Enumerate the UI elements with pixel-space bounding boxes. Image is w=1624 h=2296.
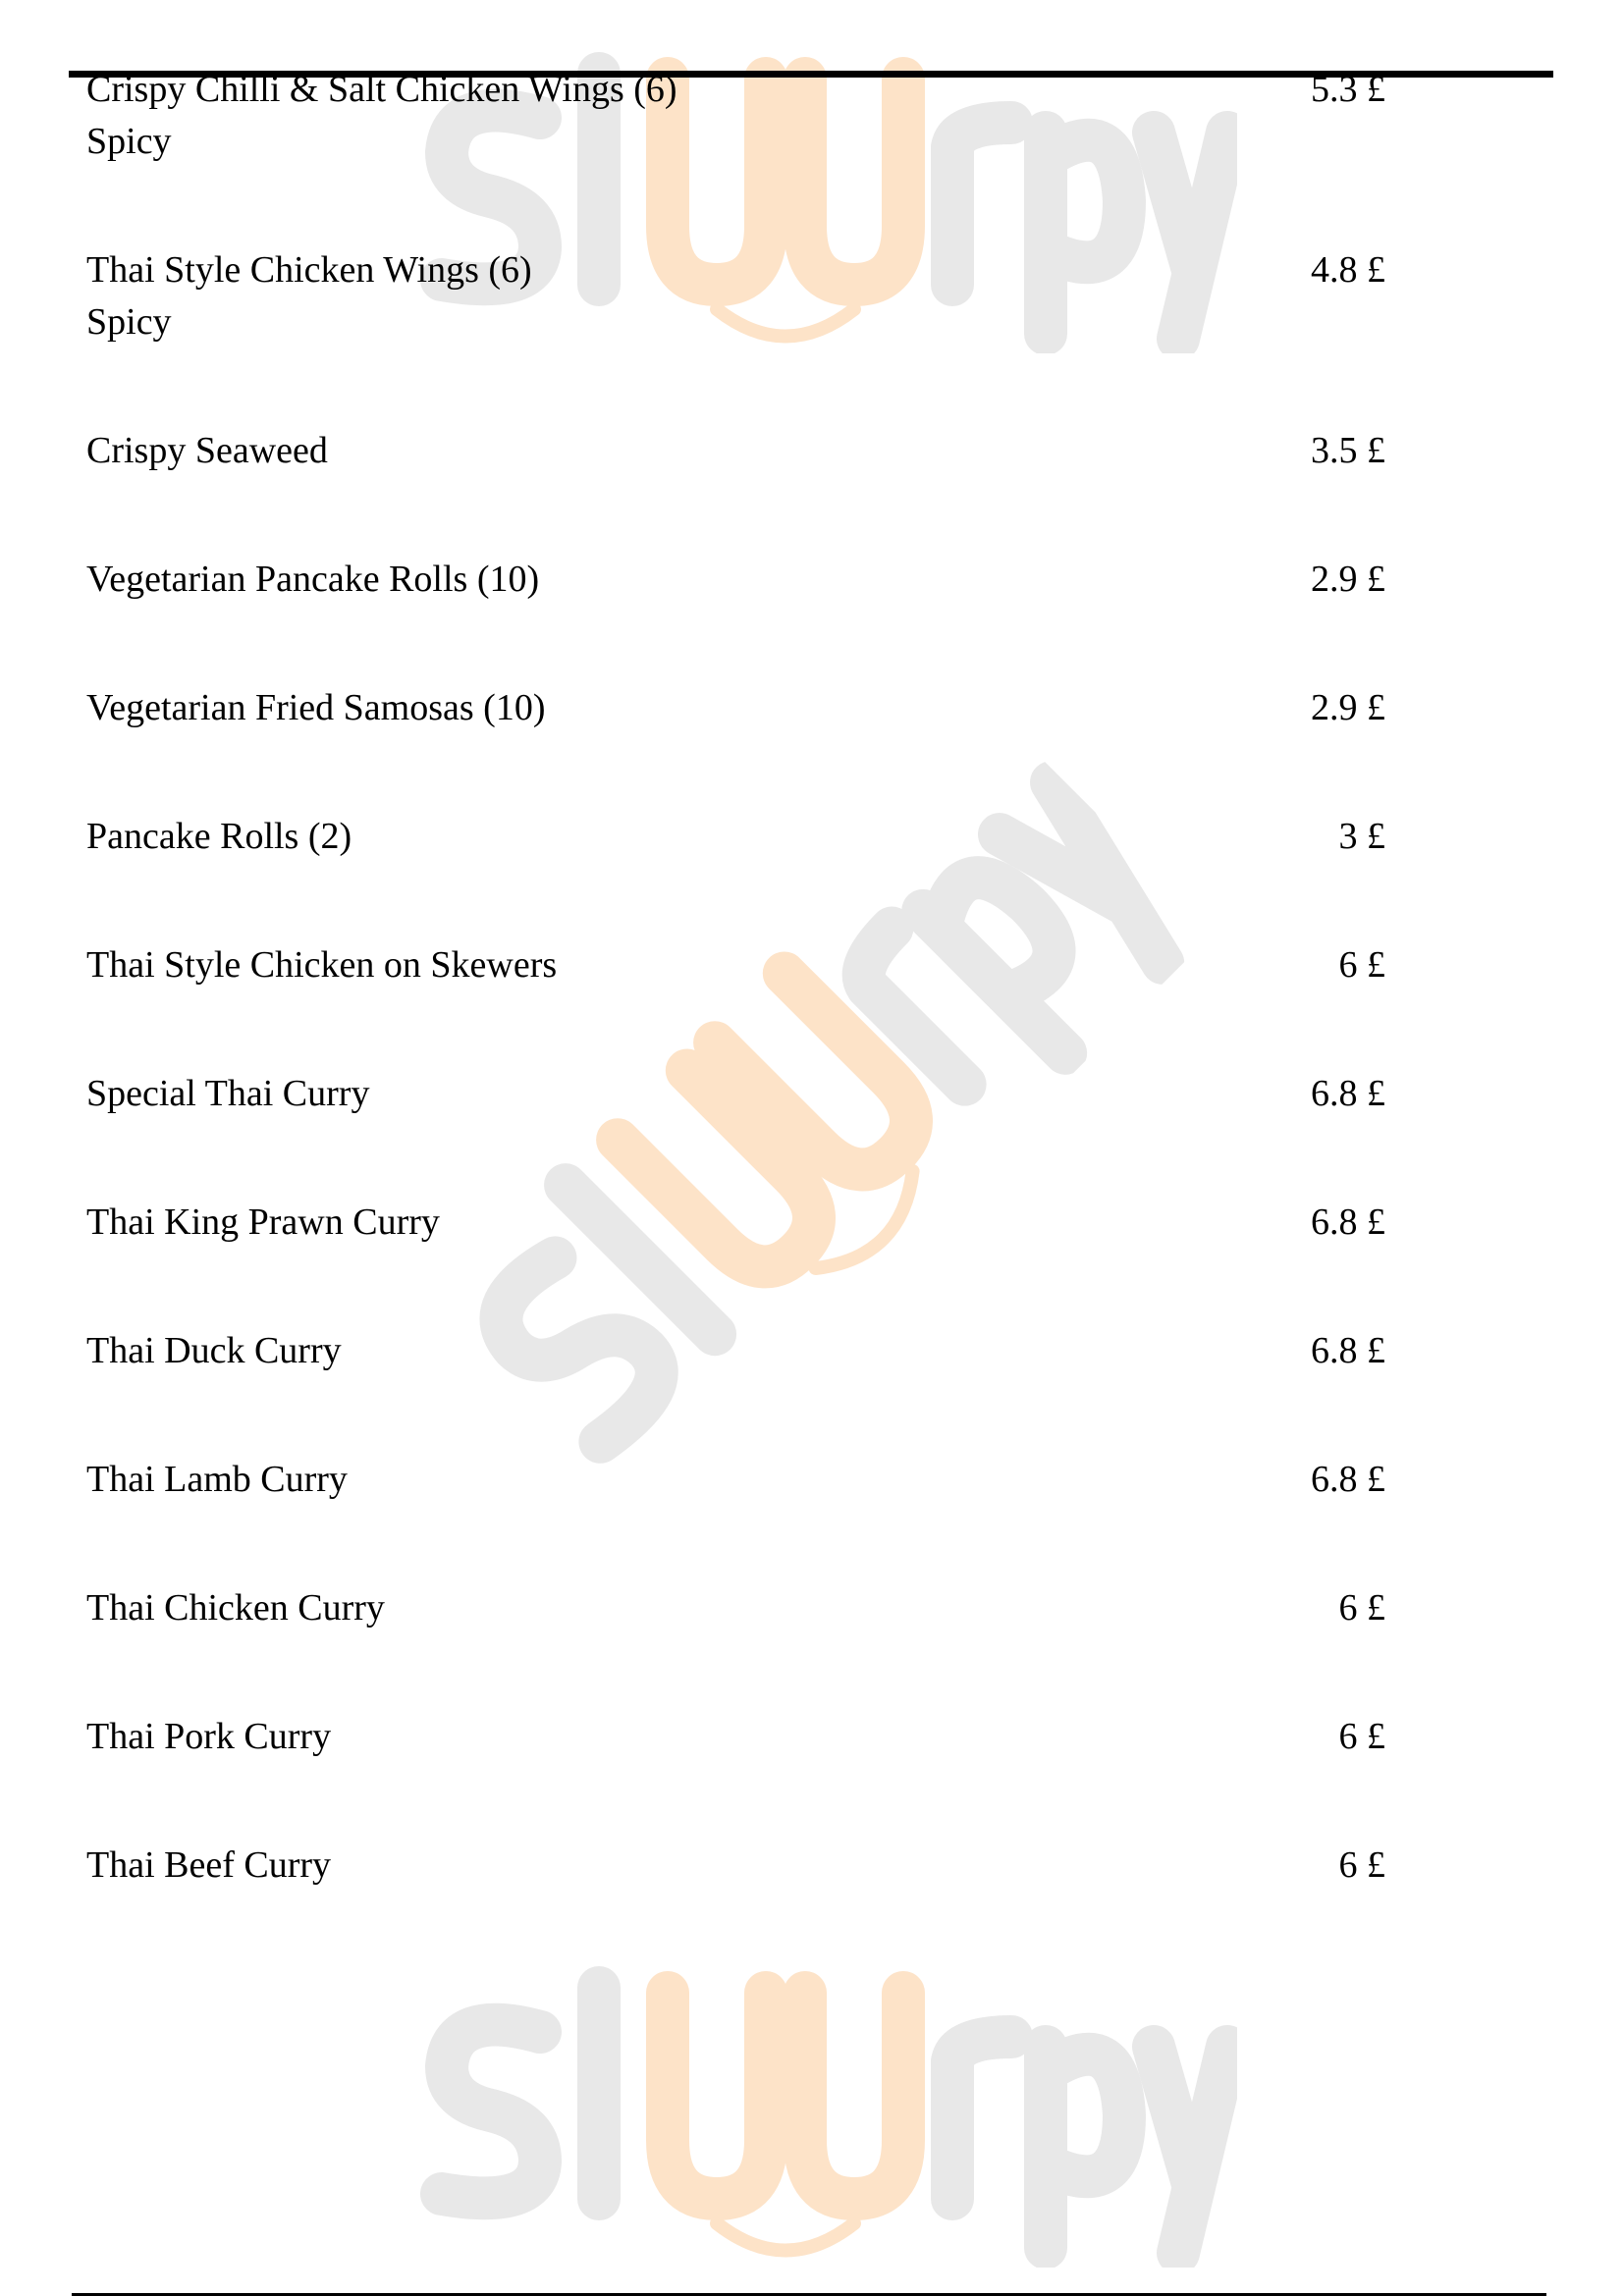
menu-item-price: 6.8 £ xyxy=(1311,1201,1385,1243)
menu-item-name-block: Thai Style Chicken on Skewers xyxy=(86,939,1166,991)
menu-item-name-block: Thai Duck Curry xyxy=(86,1325,1166,1377)
menu-item-name: Crispy Seaweed xyxy=(86,430,328,471)
menu-item-name-block: Pancake Rolls (2) xyxy=(86,811,1166,863)
watermark-logo-bottom xyxy=(420,1966,1237,2268)
menu-item-name-block: Crispy Chilli & Salt Chicken Wings (6) Sp… xyxy=(86,64,1166,168)
menu-item-price: 6.8 £ xyxy=(1311,1073,1385,1114)
menu-item-name: Vegetarian Fried Samosas (10) xyxy=(86,687,546,728)
menu-item-name: Vegetarian Pancake Rolls (10) xyxy=(86,559,540,600)
menu-item-price: 6.8 £ xyxy=(1311,1330,1385,1371)
menu-item-name-block: Vegetarian Pancake Rolls (10) xyxy=(86,554,1166,606)
menu-item-name: Pancake Rolls (2) xyxy=(86,816,352,857)
menu-item: Crispy Chilli & Salt Chicken Wings (6) Sp… xyxy=(0,64,1624,244)
menu-item-name-block: Special Thai Curry xyxy=(86,1068,1166,1120)
menu-item: Thai Style Chicken on Skewers 6 £ xyxy=(0,939,1624,1068)
menu-item-name-block: Vegetarian Fried Samosas (10) xyxy=(86,682,1166,734)
menu-item-name: Crispy Chilli & Salt Chicken Wings (6) xyxy=(86,69,677,110)
menu-item-price: 3.5 £ xyxy=(1311,430,1385,471)
menu-item: Crispy Seaweed 3.5 £ xyxy=(0,425,1624,554)
menu-item: Thai Beef Curry 6 £ xyxy=(0,1840,1624,1968)
menu-item: Thai Chicken Curry 6 £ xyxy=(0,1582,1624,1711)
menu-item-name: Thai Beef Curry xyxy=(86,1844,332,1886)
menu-item-price: 6 £ xyxy=(1338,1716,1386,1757)
menu-item-price: 6 £ xyxy=(1338,1844,1386,1886)
menu-item-name: Thai Chicken Curry xyxy=(86,1587,385,1629)
menu-item-name: Thai Style Chicken Wings (6) xyxy=(86,249,532,291)
menu-item: Thai Style Chicken Wings (6) Spicy 4.8 £ xyxy=(0,244,1624,425)
menu-item-price: 3 £ xyxy=(1338,816,1386,857)
menu-item-note: Spicy xyxy=(86,301,172,343)
menu-item-price: 6 £ xyxy=(1338,944,1386,986)
menu-item-price: 6 £ xyxy=(1338,1587,1386,1629)
menu-item-name: Thai Lamb Curry xyxy=(86,1459,348,1500)
menu-item: Thai Lamb Curry 6.8 £ xyxy=(0,1454,1624,1582)
menu-item-name-block: Thai Beef Curry xyxy=(86,1840,1166,1892)
menu-item-name: Thai Pork Curry xyxy=(86,1716,332,1757)
menu-item: Thai King Prawn Curry 6.8 £ xyxy=(0,1197,1624,1325)
menu-item-price: 5.3 £ xyxy=(1311,69,1385,110)
menu-item-name: Special Thai Curry xyxy=(86,1073,370,1114)
menu-item-name: Thai Style Chicken on Skewers xyxy=(86,944,558,986)
menu-item-name-block: Crispy Seaweed xyxy=(86,425,1166,477)
menu-item-name-block: Thai King Prawn Curry xyxy=(86,1197,1166,1249)
menu-item-price: 2.9 £ xyxy=(1311,687,1385,728)
menu-item-name-block: Thai Lamb Curry xyxy=(86,1454,1166,1506)
menu-item-name-block: Thai Chicken Curry xyxy=(86,1582,1166,1634)
menu-item-note: Spicy xyxy=(86,121,172,162)
bottom-rule xyxy=(72,2293,1546,2296)
top-rule xyxy=(69,71,1553,78)
menu-item-price: 4.8 £ xyxy=(1311,249,1385,291)
menu-item-name-block: Thai Pork Curry xyxy=(86,1711,1166,1763)
menu-item: Vegetarian Fried Samosas (10) 2.9 £ xyxy=(0,682,1624,811)
menu-item: Thai Pork Curry 6 £ xyxy=(0,1711,1624,1840)
menu-list: Crispy Chilli & Salt Chicken Wings (6) Sp… xyxy=(0,64,1624,1968)
menu-item-name-block: Thai Style Chicken Wings (6) Spicy xyxy=(86,244,1166,348)
menu-item-name: Thai King Prawn Curry xyxy=(86,1201,440,1243)
menu-item: Pancake Rolls (2) 3 £ xyxy=(0,811,1624,939)
menu-item-name: Thai Duck Curry xyxy=(86,1330,342,1371)
menu-item: Special Thai Curry 6.8 £ xyxy=(0,1068,1624,1197)
menu-item: Thai Duck Curry 6.8 £ xyxy=(0,1325,1624,1454)
menu-item-price: 2.9 £ xyxy=(1311,559,1385,600)
menu-item: Vegetarian Pancake Rolls (10) 2.9 £ xyxy=(0,554,1624,682)
menu-item-price: 6.8 £ xyxy=(1311,1459,1385,1500)
